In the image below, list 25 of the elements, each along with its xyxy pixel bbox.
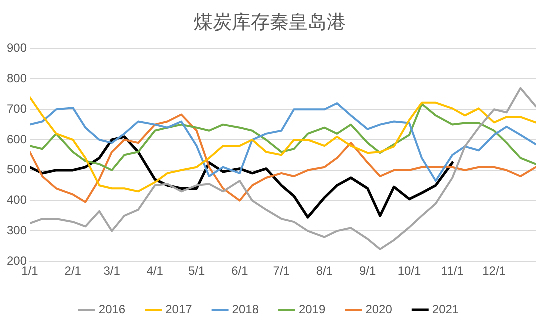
legend-label: 2020 (366, 302, 393, 316)
y-tick-label: 300 (6, 224, 28, 238)
y-tick-label: 500 (6, 162, 28, 177)
x-tick-label: 10/1 (398, 264, 422, 278)
y-tick-label: 800 (6, 72, 28, 86)
y-tick-label: 900 (6, 41, 28, 56)
y-tick-label: 400 (6, 193, 28, 208)
x-tick-label: 2/1 (64, 264, 82, 278)
x-tick-label: 6/1 (232, 264, 249, 278)
x-tick-label: 8/1 (316, 264, 334, 278)
x-tick-label: 9/1 (359, 264, 376, 278)
x-tick-label: 5/1 (188, 264, 206, 278)
chart-title: 煤炭库存秦皇岛港 (194, 12, 346, 34)
x-tick-label: 11/1 (441, 264, 464, 278)
legend-label: 2021 (432, 302, 460, 316)
legend-label: 2019 (299, 302, 326, 316)
x-tick-label: 7/1 (273, 264, 290, 278)
legend-label: 2016 (98, 302, 126, 316)
y-tick-label: 700 (6, 102, 28, 116)
y-tick-label: 600 (6, 132, 28, 146)
x-tick-label: 4/1 (146, 264, 164, 278)
x-tick-label: 3/1 (104, 264, 121, 278)
legend-label: 2017 (166, 302, 193, 316)
legend-label: 2018 (232, 302, 260, 316)
x-tick-label: 12/1 (482, 264, 506, 278)
